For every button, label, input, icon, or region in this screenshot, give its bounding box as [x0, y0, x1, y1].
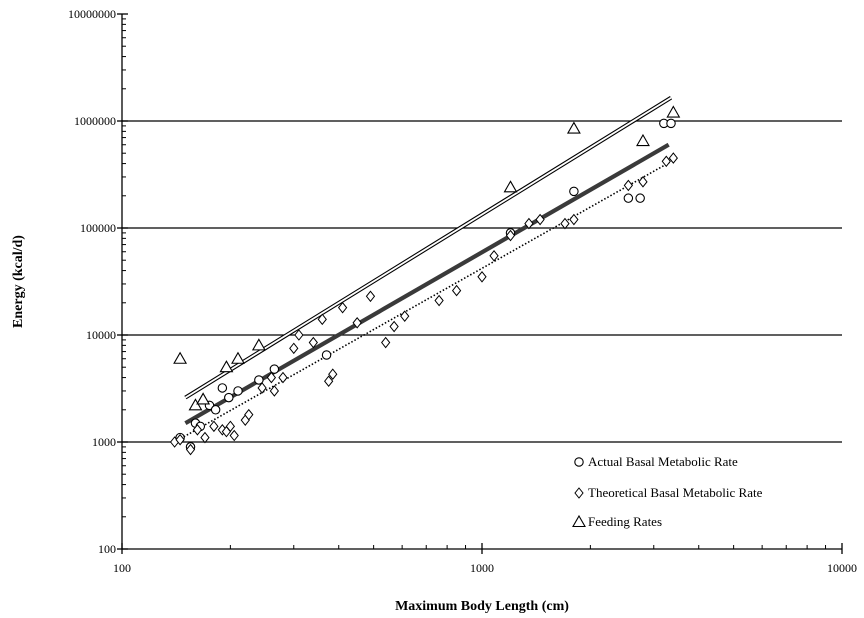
- legend-item-feeding-rates: Feeding Rates: [572, 514, 662, 529]
- trendlines: [174, 96, 674, 443]
- data-point-diamond: [185, 443, 196, 456]
- y-tick-label: 1000000: [74, 114, 116, 128]
- data-point-diamond: [200, 431, 210, 444]
- data-point-triangle: [566, 121, 581, 134]
- data-point-diamond: [535, 213, 545, 226]
- legend-marker-triangle: [572, 514, 586, 528]
- trendline-2-inner: [184, 96, 672, 399]
- y-tick-label: 100: [98, 542, 116, 556]
- data-point-diamond: [192, 424, 203, 436]
- y-axis-title: Energy (kcal/d): [11, 235, 26, 328]
- data-point-diamond: [661, 155, 671, 168]
- y-tick-label: 10000: [86, 328, 116, 342]
- legend-marker-circle: [574, 457, 584, 467]
- data-point-diamond: [175, 433, 185, 446]
- axes: [117, 13, 843, 554]
- data-point-triangle: [219, 360, 234, 373]
- data-point-diamond: [434, 294, 444, 307]
- data-point-diamond: [638, 176, 648, 188]
- data-point-diamond: [451, 284, 462, 297]
- data-point-circle: [666, 118, 676, 129]
- legend-marker-diamond: [574, 487, 584, 499]
- data-point-circle: [233, 386, 243, 396]
- x-tick-label: 1000: [470, 561, 494, 575]
- data-point-diamond: [381, 336, 391, 349]
- data-point-diamond: [352, 317, 362, 329]
- data-point-circle: [623, 193, 634, 203]
- legend-label: Feeding Rates: [588, 514, 662, 529]
- x-axis-title: Maximum Body Length (cm): [395, 599, 569, 614]
- data-point-circle: [217, 383, 228, 393]
- data-point-triangle: [173, 351, 188, 364]
- x-tick-label: 100: [113, 561, 131, 575]
- data-point-diamond: [269, 385, 280, 397]
- trendline-1: [174, 159, 674, 443]
- legend-item-theoretical-bmr: Theoretical Basal Metabolic Rate: [574, 485, 763, 500]
- data-point-diamond: [308, 336, 318, 349]
- data-point-circle: [321, 350, 332, 360]
- data-point-triangle: [196, 392, 211, 405]
- data-point-triangle: [666, 105, 681, 118]
- data-point-triangle: [503, 180, 518, 193]
- tick-labels: 100 1000 10000 100000 1000000 10000000 100 1000…: [68, 7, 857, 575]
- data-point-diamond: [328, 368, 338, 381]
- x-tick-label: 10000: [827, 561, 857, 575]
- data-point-circle: [569, 186, 579, 197]
- data-point-diamond: [294, 329, 304, 341]
- data-point-diamond: [389, 320, 399, 333]
- data-point-circle: [254, 375, 264, 385]
- data-point-diamond: [244, 408, 254, 421]
- data-point-diamond: [324, 375, 334, 388]
- data-point-triangle: [188, 398, 203, 411]
- data-point-circle: [224, 392, 234, 403]
- legend-label: Theoretical Basal Metabolic Rate: [588, 485, 763, 500]
- trendline-0: [184, 142, 670, 425]
- data-point-diamond: [266, 371, 277, 384]
- data-point-diamond: [569, 213, 579, 226]
- y-tick-label: 10000000: [68, 7, 116, 21]
- y-tick-label: 1000: [92, 435, 116, 449]
- data-point-circle: [269, 364, 280, 374]
- data-point-diamond: [524, 217, 534, 230]
- data-point-diamond: [623, 179, 633, 192]
- data-point-triangle: [251, 338, 266, 351]
- data-point-triangle: [636, 133, 650, 147]
- legend-label: Actual Basal Metabolic Rate: [588, 454, 738, 469]
- data-point-diamond: [257, 382, 267, 394]
- y-tick-label: 100000: [80, 221, 116, 235]
- data-point-circle: [210, 405, 221, 415]
- data-point-diamond: [337, 301, 348, 314]
- data-point-diamond: [289, 342, 299, 355]
- data-point-diamond: [278, 371, 288, 384]
- data-point-triangle: [231, 351, 245, 364]
- data-point-circle: [635, 193, 645, 203]
- data-points: [169, 105, 681, 456]
- data-point-diamond: [365, 290, 376, 303]
- data-point-diamond: [477, 270, 487, 283]
- data-point-diamond: [225, 420, 236, 433]
- legend-item-actual-bmr: Actual Basal Metabolic Rate: [574, 454, 738, 469]
- data-point-diamond: [209, 420, 219, 433]
- data-point-diamond: [505, 229, 516, 242]
- data-point-diamond: [560, 217, 570, 230]
- data-point-diamond: [668, 152, 678, 164]
- data-point-diamond: [489, 249, 499, 262]
- data-point-diamond: [229, 429, 239, 442]
- gridlines: [122, 120, 842, 443]
- data-point-diamond: [317, 313, 327, 326]
- data-point-diamond: [400, 310, 410, 322]
- legend: Actual Basal Metabolic Rate Theoretical …: [572, 454, 763, 529]
